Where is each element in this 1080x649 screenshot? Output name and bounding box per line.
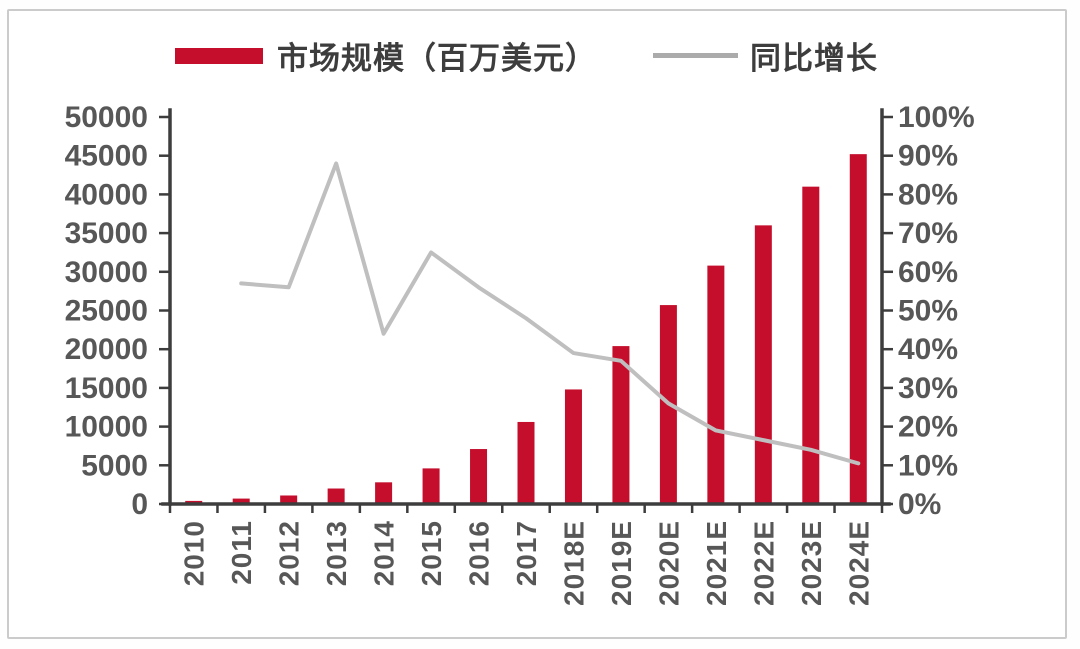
svg-text:20%: 20% bbox=[898, 411, 958, 444]
svg-text:45000: 45000 bbox=[65, 140, 148, 173]
svg-text:25000: 25000 bbox=[65, 295, 148, 328]
svg-text:30000: 30000 bbox=[65, 256, 148, 289]
svg-text:2013: 2013 bbox=[321, 520, 352, 586]
axis-lines bbox=[161, 108, 891, 506]
bar-2013 bbox=[327, 488, 345, 504]
legend-label-market-size: 市场规模（百万美元） bbox=[277, 41, 597, 76]
svg-text:2015: 2015 bbox=[416, 520, 447, 586]
svg-text:15000: 15000 bbox=[65, 372, 148, 405]
yoy-growth-line bbox=[239, 161, 861, 466]
svg-text:100%: 100% bbox=[898, 101, 975, 134]
legend-item-yoy-growth: 同比增长 bbox=[653, 33, 878, 78]
svg-text:0: 0 bbox=[131, 488, 148, 521]
svg-text:50%: 50% bbox=[898, 295, 958, 328]
svg-text:2012: 2012 bbox=[274, 520, 305, 586]
svg-text:2011: 2011 bbox=[226, 520, 257, 585]
svg-text:2010: 2010 bbox=[179, 520, 210, 586]
svg-text:2020E: 2020E bbox=[653, 520, 684, 606]
bar-2016 bbox=[470, 449, 488, 504]
bar-2021E bbox=[707, 265, 725, 504]
svg-text:2021E: 2021E bbox=[701, 520, 732, 606]
left-axis-labels: 0 5000 10000 15000 20000 25000 30000 35000 40000… bbox=[65, 101, 148, 521]
svg-text:30%: 30% bbox=[898, 372, 958, 405]
svg-text:40000: 40000 bbox=[65, 178, 148, 211]
axis-ticks bbox=[159, 115, 893, 513]
bar-2011 bbox=[232, 498, 250, 504]
x-axis-labels: 2010 2011 2012 2013 2014 2015 2016 2017 2018E 201… bbox=[179, 520, 875, 606]
svg-text:80%: 80% bbox=[898, 178, 958, 211]
svg-text:2024E: 2024E bbox=[843, 520, 874, 606]
bar-2019E bbox=[612, 346, 630, 504]
svg-text:2014: 2014 bbox=[369, 520, 400, 586]
svg-text:10000: 10000 bbox=[65, 411, 148, 444]
bar-2012 bbox=[280, 495, 298, 504]
right-axis-labels: 0% 10% 20% 30% 40% 50% 60% 70% 80% 90% 100% bbox=[898, 101, 975, 521]
svg-text:35000: 35000 bbox=[65, 217, 148, 250]
svg-text:2018E: 2018E bbox=[558, 520, 589, 606]
bar-2024E bbox=[849, 154, 867, 505]
market-size-bars bbox=[185, 154, 867, 505]
bar-2018E bbox=[564, 389, 582, 504]
svg-text:2017: 2017 bbox=[511, 520, 542, 586]
bar-series-swatch-icon bbox=[175, 47, 263, 64]
svg-text:2023E: 2023E bbox=[796, 520, 827, 606]
legend-item-market-size: 市场规模（百万美元） bbox=[175, 33, 597, 78]
svg-text:70%: 70% bbox=[898, 217, 958, 250]
bar-2022E bbox=[754, 225, 772, 505]
svg-text:2022E: 2022E bbox=[748, 520, 779, 606]
bar-2015 bbox=[422, 468, 440, 504]
svg-text:50000: 50000 bbox=[65, 101, 148, 134]
svg-text:0%: 0% bbox=[898, 488, 941, 521]
svg-text:5000: 5000 bbox=[81, 449, 148, 482]
bar-2014 bbox=[375, 482, 393, 504]
bar-2023E bbox=[802, 186, 820, 504]
bar-2017 bbox=[517, 421, 535, 504]
legend-label-yoy-growth: 同比增长 bbox=[750, 41, 878, 76]
svg-text:2016: 2016 bbox=[464, 520, 495, 586]
svg-text:90%: 90% bbox=[898, 140, 958, 173]
svg-text:40%: 40% bbox=[898, 333, 958, 366]
svg-text:60%: 60% bbox=[898, 256, 958, 289]
svg-text:2019E: 2019E bbox=[606, 520, 637, 606]
svg-text:20000: 20000 bbox=[65, 333, 148, 366]
svg-text:10%: 10% bbox=[898, 449, 958, 482]
line-series-swatch-icon bbox=[653, 53, 738, 58]
